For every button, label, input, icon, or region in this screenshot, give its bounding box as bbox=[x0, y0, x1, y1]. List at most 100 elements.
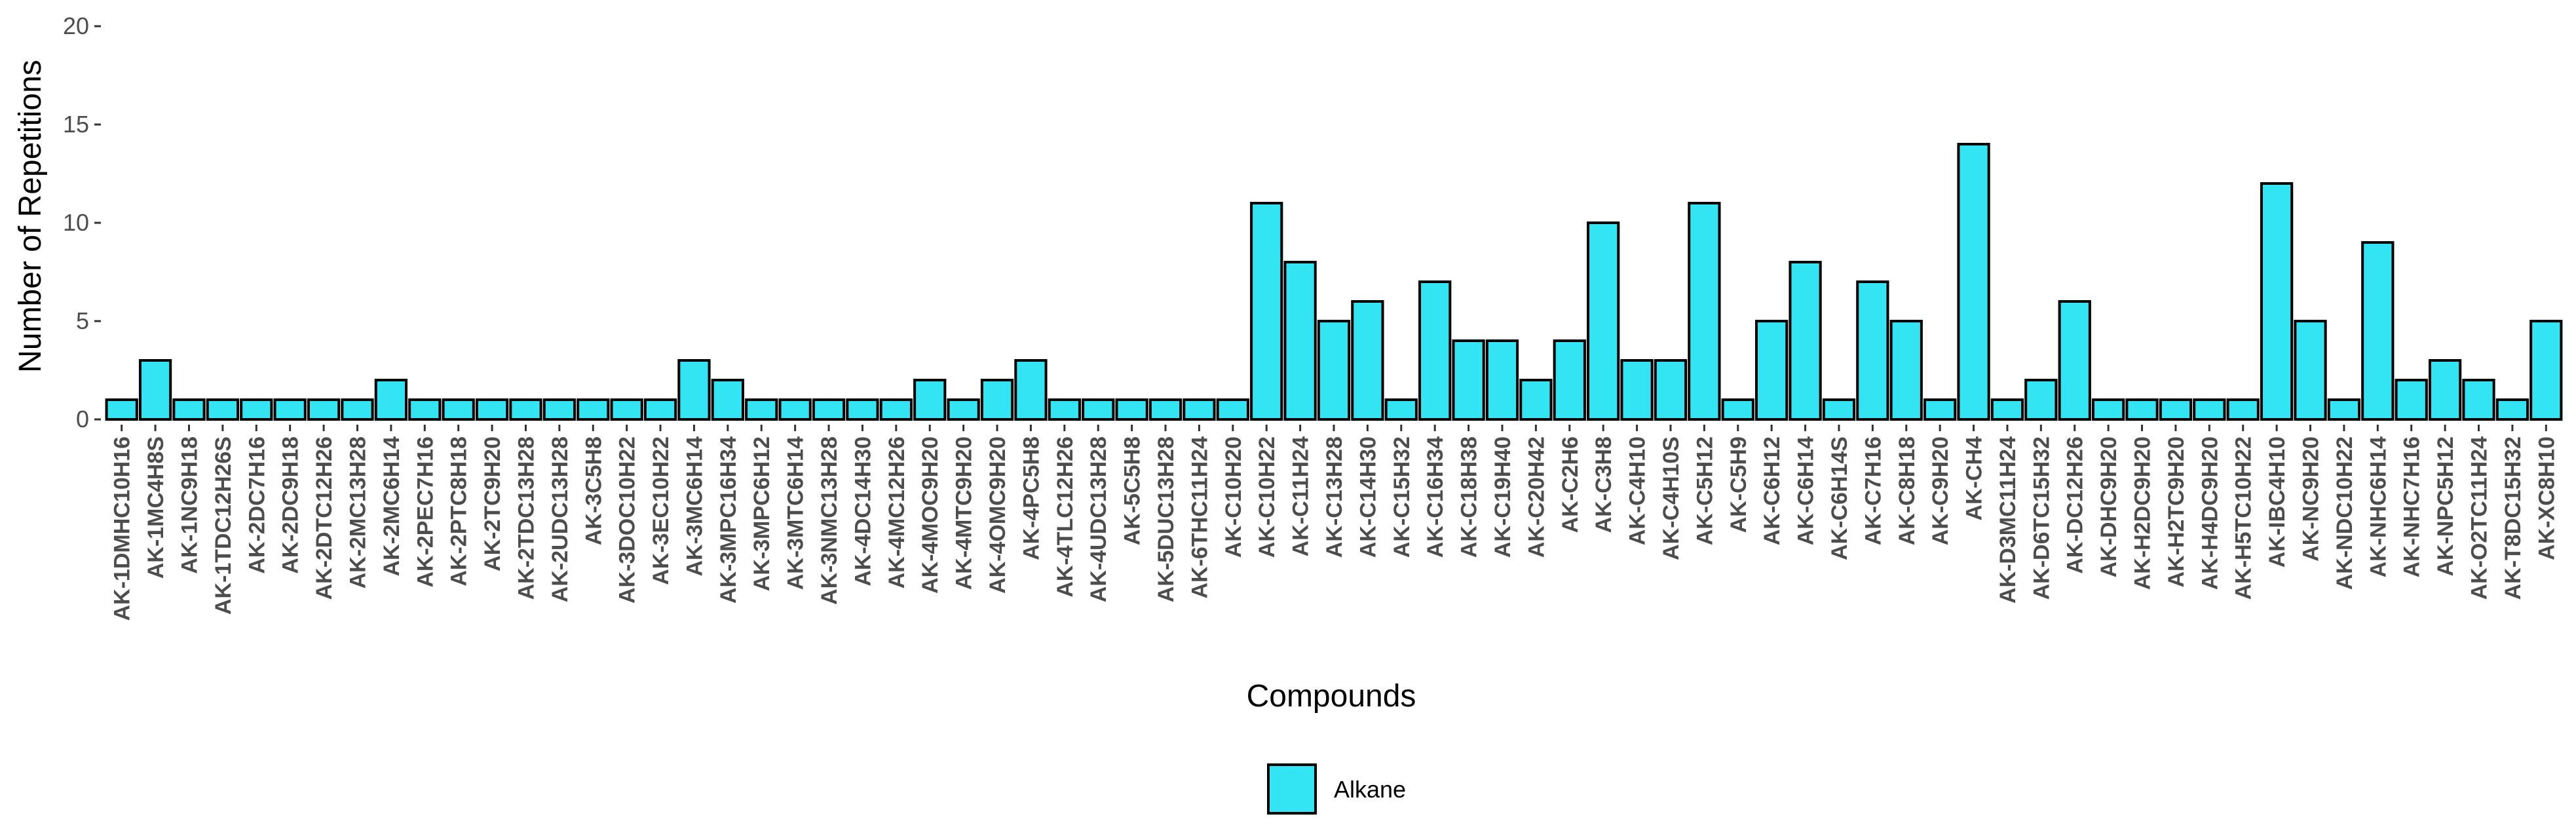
bar-ak-4mc12h26 bbox=[879, 398, 913, 421]
x-tick-label: AK-6THC11H24 bbox=[1187, 436, 1212, 599]
x-tick-label: AK-1NC9H18 bbox=[177, 436, 202, 574]
bar-ak-t8dc15h32 bbox=[2495, 398, 2529, 421]
bar-ak-c6h14 bbox=[1789, 261, 1822, 421]
y-tick-label: 10 bbox=[63, 209, 89, 236]
x-tick-label: AK-D3MC11H24 bbox=[1996, 436, 2020, 604]
x-tick-label: AK-T8DC15H32 bbox=[2501, 436, 2526, 600]
bar-ak-3doc10h22 bbox=[610, 398, 643, 421]
x-tick-label: AK-XC8H10 bbox=[2534, 436, 2559, 560]
x-tick-label: AK-4TLC12H26 bbox=[1053, 436, 1078, 598]
x-tick-label: AK-H4DC9H20 bbox=[2197, 436, 2222, 590]
bar-ak-4pc5h8 bbox=[1014, 359, 1048, 421]
x-tick-label: AK-NDC10H22 bbox=[2332, 436, 2357, 590]
x-tick-label: AK-H2TC9H20 bbox=[2164, 436, 2189, 588]
bar-ak-c3h8 bbox=[1587, 221, 1620, 421]
bar-ak-c13h28 bbox=[1317, 320, 1351, 421]
x-tick-label: AK-2DC9H18 bbox=[278, 436, 303, 574]
x-tick-label: AK-NC9H20 bbox=[2299, 436, 2324, 562]
bar-ak-ndc10h22 bbox=[2327, 398, 2361, 421]
bar-ak-nc9h20 bbox=[2294, 320, 2327, 421]
bar-ak-4dc14h30 bbox=[846, 398, 879, 421]
x-tick-label: AK-4DC14H30 bbox=[850, 436, 875, 587]
x-tick-label: AK-3DOC10H22 bbox=[615, 436, 640, 604]
bar-ak-5c5h8 bbox=[1115, 398, 1148, 421]
x-tick-label: AK-D6TC15H32 bbox=[2029, 436, 2054, 600]
x-tick-label: AK-2MC13H28 bbox=[345, 436, 370, 588]
x-tick-label: AK-C3H8 bbox=[1591, 436, 1616, 533]
x-tick-label: AK-4UDC13H28 bbox=[1086, 436, 1111, 602]
bar-ak-c19h40 bbox=[1485, 339, 1519, 421]
x-tick-label: AK-3C5H8 bbox=[581, 436, 606, 545]
bar-ak-3ec10h22 bbox=[643, 398, 677, 421]
x-tick-label: AK-C11H24 bbox=[1289, 436, 1314, 556]
bar-ak-1nc9h18 bbox=[172, 398, 206, 421]
x-tick-label: AK-C15H32 bbox=[1390, 436, 1414, 558]
x-tick-label: AK-3EC10H22 bbox=[649, 436, 673, 585]
x-tick-label: AK-C5H9 bbox=[1726, 436, 1751, 533]
x-tick-label: AK-2TDC13H28 bbox=[514, 436, 539, 600]
x-tick-label: AK-C7H16 bbox=[1861, 436, 1885, 545]
bar-ak-1dmhc10h16 bbox=[105, 398, 138, 421]
bar-ak-2dtc12h26 bbox=[307, 398, 341, 421]
bar-ak-4tlc12h26 bbox=[1048, 398, 1081, 421]
bar-ak-c10h20 bbox=[1216, 398, 1249, 421]
bar-ak-6thc11h24 bbox=[1183, 398, 1216, 421]
bar-ak-c8h18 bbox=[1889, 320, 1923, 421]
x-tick-label: AK-DC12H26 bbox=[2063, 436, 2088, 574]
bar-ak-c6h12 bbox=[1755, 320, 1789, 421]
x-tick-label: AK-DHC9H20 bbox=[2096, 436, 2121, 577]
bar-ak-c11h24 bbox=[1283, 261, 1317, 421]
bar-ak-4omc9h20 bbox=[980, 379, 1014, 421]
bar-ak-h2tc9h20 bbox=[2159, 398, 2193, 421]
x-tick-label: AK-5DUC13H28 bbox=[1154, 436, 1179, 602]
x-tick-label: AK-2PEC7H16 bbox=[413, 436, 438, 588]
bar-ak-c14h30 bbox=[1351, 300, 1384, 421]
x-tick-label: AK-C4H10 bbox=[1625, 436, 1650, 545]
x-tick-label: AK-C2H6 bbox=[1558, 436, 1583, 533]
x-tick-label: AK-H5TC10H22 bbox=[2231, 436, 2256, 600]
bar-ak-4mtc9h20 bbox=[947, 398, 980, 421]
bar-ak-d6tc15h32 bbox=[2024, 379, 2058, 421]
bar-ak-c5h12 bbox=[1688, 202, 1721, 421]
x-tick-label: AK-NHC6H14 bbox=[2366, 436, 2391, 577]
bar-ak-c7h16 bbox=[1856, 280, 1889, 421]
x-tick-label: AK-H2DC9H20 bbox=[2131, 436, 2155, 590]
bar-ak-ch4 bbox=[1957, 143, 1990, 421]
x-tick-label: AK-C6H12 bbox=[1760, 436, 1785, 545]
x-tick-label: AK-3MPC16H34 bbox=[716, 436, 741, 604]
x-tick-label: AK-C8H18 bbox=[1895, 436, 1920, 545]
x-tick-label: AK-2UDC13H28 bbox=[548, 436, 573, 602]
legend-label-alkane: Alkane bbox=[1334, 776, 1406, 803]
x-axis-title: Compounds bbox=[1247, 679, 1416, 714]
x-tick-label: AK-2MC6H14 bbox=[379, 436, 404, 577]
bar-ak-dc12h26 bbox=[2058, 300, 2091, 421]
bar-ak-c20h42 bbox=[1519, 379, 1553, 421]
x-tick-label: AK-4MOC9H20 bbox=[918, 436, 943, 594]
bar-ak-npc5h12 bbox=[2428, 359, 2462, 421]
bar-ak-1mc4h8s bbox=[138, 359, 172, 421]
bar-ak-3mpc16h34 bbox=[711, 379, 744, 421]
x-tick-label: AK-4MTC9H20 bbox=[952, 436, 977, 590]
bar-ak-nhc7h16 bbox=[2395, 379, 2428, 421]
x-tick-label: AK-4MC12H26 bbox=[884, 436, 909, 588]
x-tick-label: AK-NHC7H16 bbox=[2400, 436, 2425, 577]
bar-ak-c6h14s bbox=[1822, 398, 1856, 421]
bar-ak-2dc7h16 bbox=[240, 398, 273, 421]
x-tick-label: AK-C9H20 bbox=[1928, 436, 1953, 545]
x-tick-label: AK-C18H38 bbox=[1457, 436, 1482, 558]
x-tick-label: AK-CH4 bbox=[1962, 436, 1987, 521]
x-axis: AK-1DMHC10H16 AK-1MC4H8S AK-1NC9H18 AK-1TDC… bbox=[110, 425, 2559, 621]
legend-swatch-alkane bbox=[1267, 763, 1317, 815]
x-tick-label: AK-NPC5H12 bbox=[2433, 436, 2458, 577]
x-tick-label: AK-1DMHC10H16 bbox=[110, 436, 135, 621]
y-tick-label: 0 bbox=[76, 406, 89, 433]
bar-ak-3mtc6h14 bbox=[778, 398, 812, 421]
bar-ak-c16h34 bbox=[1418, 280, 1452, 421]
bar-ak-dhc9h20 bbox=[2092, 398, 2125, 421]
bar-ak-nhc6h14 bbox=[2361, 241, 2395, 421]
bar-ak-c5h9 bbox=[1721, 398, 1754, 421]
x-tick-label: AK-5C5H8 bbox=[1120, 436, 1145, 545]
x-tick-label: AK-2DTC12H26 bbox=[312, 436, 337, 600]
bar-ak-c18h38 bbox=[1452, 339, 1485, 421]
y-tick-label: 15 bbox=[63, 111, 89, 138]
